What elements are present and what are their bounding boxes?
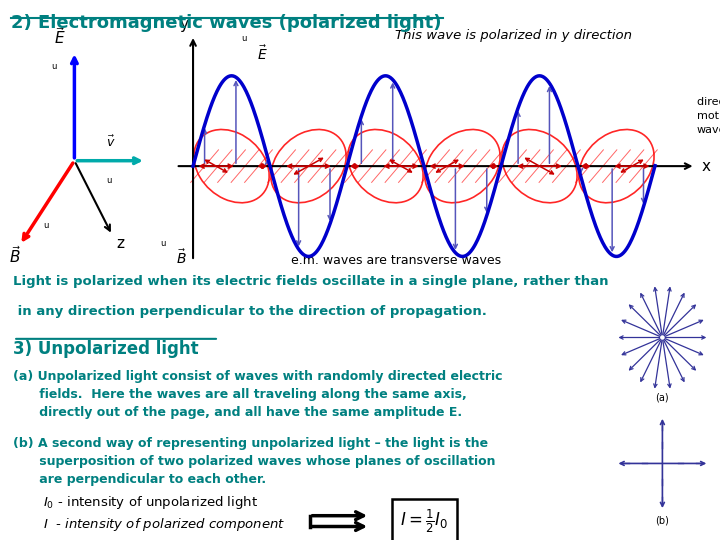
Text: This wave is polarized in y direction: This wave is polarized in y direction (395, 29, 632, 42)
Text: x: x (701, 159, 710, 174)
Text: $I_0$ - intensity of unpolarized light: $I_0$ - intensity of unpolarized light (43, 494, 258, 511)
Text: $\vec{B}$: $\vec{B}$ (176, 248, 186, 267)
Text: 2) Electromagnetic waves (polarized light): 2) Electromagnetic waves (polarized ligh… (11, 14, 441, 31)
Text: (a) Unpolarized light consist of waves with randomly directed electric
      fie: (a) Unpolarized light consist of waves w… (13, 370, 503, 419)
Text: (a): (a) (656, 393, 669, 403)
Text: $I$  - intensity of polarized component: $I$ - intensity of polarized component (43, 516, 286, 532)
Text: direction of
motion of
wave: direction of motion of wave (697, 97, 720, 136)
Text: (b) A second way of representing unpolarized light – the light is the
      supe: (b) A second way of representing unpolar… (13, 437, 496, 487)
Text: u: u (51, 62, 57, 71)
Text: u: u (43, 221, 48, 230)
Text: $\vec{v}$: $\vec{v}$ (106, 134, 115, 150)
Text: u: u (161, 239, 166, 248)
Text: e.m. waves are transverse waves: e.m. waves are transverse waves (291, 254, 501, 267)
Text: $\vec{E}$: $\vec{E}$ (54, 26, 66, 47)
Text: u: u (106, 176, 112, 185)
Text: $\vec{E}$: $\vec{E}$ (256, 44, 267, 63)
Text: 3) Unpolarized light: 3) Unpolarized light (13, 340, 199, 358)
Text: in any direction perpendicular to the direction of propagation.: in any direction perpendicular to the di… (13, 305, 487, 318)
Text: $\vec{B}$: $\vec{B}$ (9, 245, 22, 266)
Text: Light is polarized when its electric fields oscillate in a single plane, rather : Light is polarized when its electric fie… (13, 275, 608, 288)
Text: (b): (b) (655, 516, 670, 526)
Text: y: y (179, 17, 189, 32)
Text: $I = \frac{1}{2} I_0$: $I = \frac{1}{2} I_0$ (400, 508, 449, 535)
Text: z: z (117, 235, 125, 251)
Text: u: u (242, 35, 247, 44)
